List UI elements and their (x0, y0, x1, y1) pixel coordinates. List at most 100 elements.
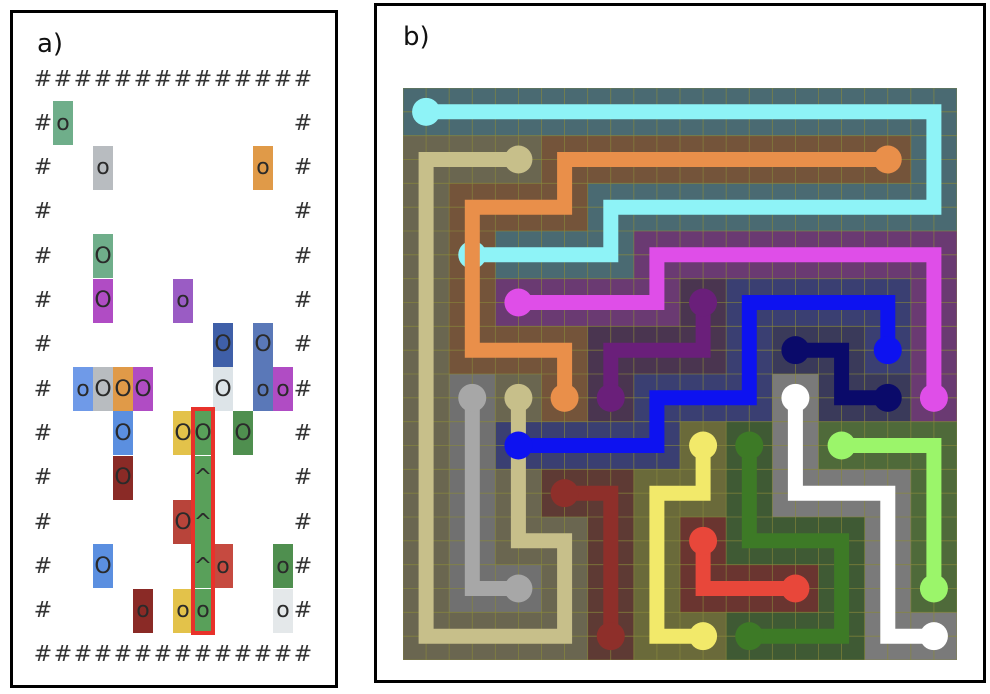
flow-endpoint-navy (873, 383, 902, 412)
flow-endpoint-lime (919, 574, 948, 603)
flow-pipe-yellow (649, 445, 711, 644)
wall-cell: # (153, 66, 173, 92)
flow-endpoint-blue (504, 431, 533, 460)
endpoint-cell: O (113, 367, 133, 412)
wall-cell: # (33, 332, 53, 358)
flow-endpoint-darkred (596, 622, 625, 651)
wall-cell: # (213, 66, 233, 92)
wall-cell: # (293, 420, 313, 446)
endpoint-cell: O (253, 322, 273, 367)
wall-cell: # (213, 642, 233, 668)
endpoint-cell: o (253, 367, 273, 412)
endpoint-cell: O (173, 500, 193, 544)
flow-endpoint-cyan (412, 97, 441, 126)
flow-endpoint-orange (550, 383, 579, 412)
wall-cell: # (193, 642, 213, 668)
wall-cell: # (153, 642, 173, 668)
wall-cell: # (253, 66, 273, 92)
flow-endpoint-yellow (689, 431, 718, 460)
wall-cell: # (293, 288, 313, 313)
flow-endpoint-navy (781, 336, 810, 365)
flow-endpoint-red (781, 574, 810, 603)
flow-pipe-magenta (518, 247, 942, 398)
flow-pipe-blue (518, 295, 896, 453)
endpoint-cell: o (173, 588, 193, 633)
wall-cell: # (233, 642, 253, 668)
flow-endpoint-purple (596, 383, 625, 412)
arrow-cell: ^ (193, 455, 213, 500)
wall-cell: # (173, 66, 193, 92)
wall-cell: # (33, 288, 53, 313)
wall-cell: # (293, 66, 313, 92)
flow-endpoint-lime (827, 431, 856, 460)
highlight-box (191, 407, 215, 635)
endpoint-cell: O (173, 411, 193, 456)
endpoint-cell: O (193, 411, 213, 456)
endpoint-cell: O (93, 234, 113, 279)
flow-pipe-khaki (418, 152, 573, 644)
endpoint-cell: O (213, 322, 233, 367)
wall-cell: # (33, 66, 53, 92)
endpoint-cell: O (233, 411, 253, 456)
flow-endpoint-gray (458, 383, 487, 412)
endpoint-cell: o (133, 588, 153, 633)
wall-cell: # (253, 642, 273, 668)
wall-cell: # (33, 598, 53, 624)
flow-pipe-navy (795, 342, 888, 406)
wall-cell: # (113, 66, 133, 92)
wall-cell: # (133, 642, 153, 668)
endpoint-cell: o (273, 544, 293, 589)
wall-cell: # (33, 509, 53, 535)
flow-pipe-purple (603, 302, 711, 398)
endpoint-cell: O (93, 367, 113, 412)
wall-cell: # (293, 376, 313, 402)
wall-cell: # (73, 642, 93, 668)
endpoint-cell: o (273, 588, 293, 633)
wall-cell: # (53, 66, 73, 92)
panel-b-flow-board: b) (374, 3, 986, 683)
panel-a-ascii-board: a) # # # # # # # # # # # # # # # # # # # # # # # # # # # # # # # # # # # # #… (10, 10, 338, 688)
endpoint-cell: o (173, 278, 193, 323)
wall-cell: # (133, 66, 153, 92)
wall-cell: # (33, 420, 53, 446)
wall-cell: # (293, 553, 313, 579)
flow-endpoint-red (689, 526, 718, 555)
flow-pipe-red (695, 540, 796, 596)
flow-endpoint-orange (873, 145, 902, 174)
flow-endpoint-blue (873, 336, 902, 365)
endpoint-cell: o (93, 145, 113, 190)
wall-cell: # (273, 66, 293, 92)
wall-cell: # (293, 155, 313, 181)
flow-endpoint-white (781, 383, 810, 412)
wall-cell: # (33, 243, 53, 269)
wall-cell: # (73, 66, 93, 92)
endpoint-cell: o (273, 367, 293, 412)
flow-pipe-lime (841, 438, 942, 589)
wall-cell: # (33, 110, 53, 136)
panel-a-label: a) (37, 29, 64, 59)
arrow-cell: ^ (193, 544, 213, 589)
wall-cell: # (293, 642, 313, 668)
flow-endpoint-yellow (689, 622, 718, 651)
wall-cell: # (33, 376, 53, 402)
endpoint-cell: o (53, 101, 73, 146)
endpoint-cell: o (253, 145, 273, 190)
wall-cell: # (33, 553, 53, 579)
flow-pipe-orange (464, 152, 888, 398)
endpoint-cell: o (213, 544, 233, 589)
wall-cell: # (293, 243, 313, 269)
flow-endpoint-darkred (550, 479, 579, 508)
flow-board-svg (403, 88, 957, 660)
wall-cell: # (33, 642, 53, 668)
flow-endpoint-magenta (504, 288, 533, 317)
panel-b-label: b) (403, 22, 430, 52)
wall-cell: # (33, 465, 53, 491)
endpoint-cell: O (133, 367, 153, 412)
flow-endpoint-white (919, 622, 948, 651)
ascii-grid: # # # # # # # # # # # # # # # # # # # # # # # # # # # # # # # # # # # # # # # #… (33, 57, 313, 677)
endpoint-cell: O (113, 455, 133, 500)
wall-cell: # (113, 642, 133, 668)
flow-endpoint-khaki (504, 383, 533, 412)
flow-endpoint-green (735, 431, 764, 460)
endpoint-cell: o (193, 588, 213, 633)
